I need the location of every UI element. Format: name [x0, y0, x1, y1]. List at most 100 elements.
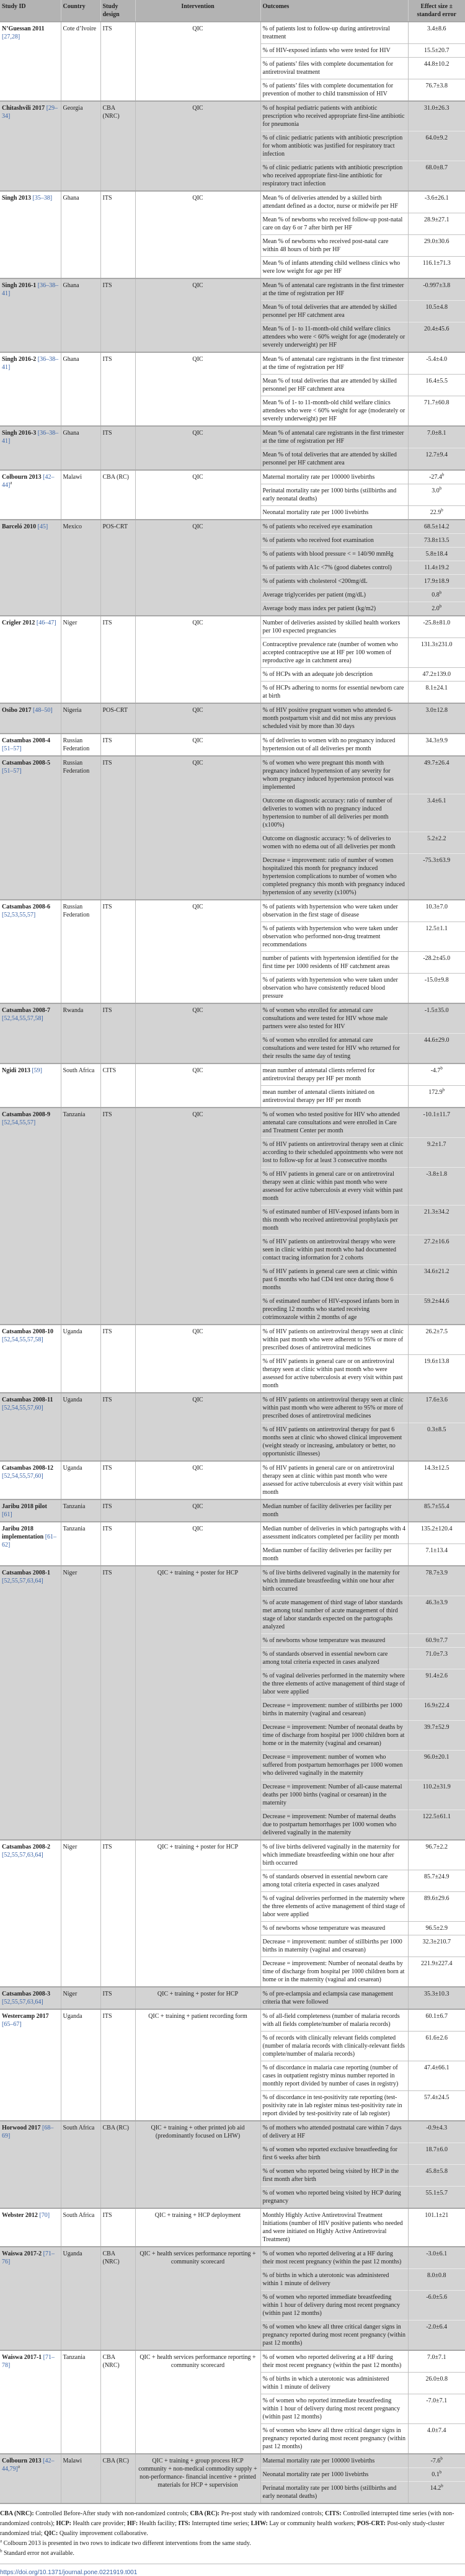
- abbreviation-term: CBA (RC):: [190, 2510, 220, 2517]
- reference-link[interactable]: [52,54,55,57,60]: [2, 1405, 43, 1411]
- reference-link[interactable]: [52,54,55,57,58]: [2, 1336, 43, 1343]
- country-cell: Tanzania: [61, 1107, 101, 1325]
- reference-link[interactable]: [36–38–41]: [2, 356, 59, 371]
- study-group: Crigler 2012 [46–47] Niger ITS QIC Number of…: [0, 615, 465, 703]
- effect-size-cell: 122.5±61.1: [408, 1810, 465, 1840]
- reference-link[interactable]: [42–44]: [2, 474, 55, 489]
- outcome-cell: Maternal mortality rate per 100000 liveb…: [260, 469, 409, 484]
- table-row: Mean % of infants attending child wellne…: [0, 256, 465, 278]
- effect-value: 71.0±7.3: [425, 1651, 448, 1658]
- reference-link[interactable]: [61–62]: [2, 1534, 57, 1548]
- intervention-cell: QIC: [135, 733, 261, 756]
- table-row: Singh 2016-2 [36–38–41] Ghana ITS QIC Mean %…: [0, 352, 465, 426]
- design-cell: ITS: [100, 1003, 136, 1064]
- table-row: Osibo 2017 [48–50] Nigeria POS-CRT QIC% of …: [0, 703, 465, 734]
- study-id-cell: Catsambas 2008-3 [52,55,57,63,64]: [0, 1986, 61, 2009]
- effect-size-cell: 85.7±55.4: [408, 1499, 465, 1522]
- reference-link[interactable]: [70]: [39, 2212, 50, 2219]
- reference-link[interactable]: [59]: [32, 1067, 43, 1074]
- design-cell: ITS: [100, 352, 136, 426]
- effect-value: -1.5±35.0: [424, 1007, 449, 1014]
- abbreviation-definition: Controlled Before-After study with non-r…: [33, 2510, 190, 2517]
- header-country: Country: [61, 0, 101, 22]
- outcome-cell: % of patients with hypertension who were…: [260, 973, 409, 1003]
- outcome-cell: % of vaginal deliveries performed in the…: [260, 1891, 409, 1922]
- reference-link[interactable]: [51–57]: [2, 745, 22, 752]
- table-header-row: Study ID Country Study design Interventi…: [0, 0, 465, 22]
- reference-link[interactable]: [45]: [37, 523, 48, 530]
- effect-value: 35.3±10.3: [424, 1991, 450, 1997]
- reference-link[interactable]: [46–47]: [36, 620, 56, 626]
- effect-value: 71.7±60.8: [424, 399, 450, 406]
- effect-size-cell: -15.0±9.8: [408, 973, 465, 1003]
- outcome-cell: % of deliveries to women with no pregnan…: [260, 733, 409, 756]
- outcome-cell: % of HIV patients on antiretroviral ther…: [260, 1137, 409, 1168]
- table-row: % of women who enrolled for antenatal ca…: [0, 1033, 465, 1064]
- reference-link[interactable]: [29–34]: [2, 105, 58, 120]
- outcome-cell: % of HIV patients on antiretroviral ther…: [260, 1392, 409, 1423]
- outcome-cell: % of all-field completeness (number of m…: [260, 2009, 409, 2032]
- reference-link[interactable]: [48–50]: [33, 707, 53, 714]
- table-row: % of discordance in malaria case reporti…: [0, 2061, 465, 2091]
- effect-value: 27.2±16.6: [424, 1238, 450, 1245]
- reference-link[interactable]: [52,55,57,63,64]: [2, 1999, 43, 2005]
- reference-link[interactable]: [52,54,55,57,60]: [2, 1473, 43, 1480]
- table-row: Decrease = improvement: number of stillb…: [0, 1935, 465, 1957]
- reference-link[interactable]: [71–78]: [2, 2354, 55, 2369]
- design-cell: ITS: [100, 1521, 136, 1566]
- reference-link[interactable]: [52,53,55,57]: [2, 912, 36, 918]
- reference-link[interactable]: [36–38–41]: [2, 282, 59, 297]
- intervention-cell: QIC: [135, 352, 261, 426]
- reference-link[interactable]: [71–76]: [2, 2250, 55, 2265]
- study-group: Waiswa 2017-1 [71–78] Tanzania CBA (NRC) QI…: [0, 2350, 465, 2454]
- table-row: Colbourn 2013 [42–44,79]a Malawi CBA (RC) Q…: [0, 2453, 465, 2503]
- reference-link[interactable]: [52,55,57,63,64]: [2, 1852, 43, 1859]
- outcome-cell: Outcome on diagnostic accuracy: % of del…: [260, 832, 409, 854]
- reference-link[interactable]: [68–69]: [2, 2125, 54, 2139]
- study-group: Colbourn 2013 [42–44]a Malawi CBA (RC) QIC M…: [0, 469, 465, 520]
- effect-value: -7.0±7.1: [426, 2397, 448, 2404]
- effect-size-cell: 61.6±2.6: [408, 2031, 465, 2061]
- effect-size-cell: 45.8±5.8: [408, 2164, 465, 2187]
- effect-size-cell: -28.2±45.0: [408, 951, 465, 974]
- effect-size-cell: 55.1±5.7: [408, 2186, 465, 2208]
- effect-size-cell: 116.1±71.3: [408, 256, 465, 278]
- study-id-cell: Colbourn 2013 [42–44]a: [0, 469, 61, 520]
- effect-value: 78.7±3.9: [425, 1570, 448, 1576]
- effect-value: -6.0±5.6: [426, 2294, 448, 2301]
- effect-size-cell: 68.0±8.7: [408, 161, 465, 191]
- outcome-cell: % of women who tested positive for HIV w…: [260, 1107, 409, 1138]
- outcome-cell: Mean % of total deliveries that are atte…: [260, 374, 409, 396]
- outcome-cell: % of HIV patients on antiretroviral ther…: [260, 1423, 409, 1461]
- reference-link[interactable]: [65–67]: [2, 2021, 22, 2028]
- reference-link[interactable]: [52,54,55,57]: [2, 1119, 36, 1126]
- study-name: Ngidi 2013: [2, 1067, 30, 1074]
- reference-link[interactable]: [52,55,57,63,64]: [2, 1578, 43, 1584]
- study-id-cell: Jaribu 2018 pilot [61]: [0, 1499, 61, 1522]
- doi-link[interactable]: https://doi.org/10.1371/journal.pone.022…: [0, 2569, 138, 2576]
- study-group: Singh 2016-2 [36–38–41] Ghana ITS QIC Mean %…: [0, 352, 465, 426]
- outcome-cell: % of women who reported being visited by…: [260, 2186, 409, 2208]
- study-name: Singh 2013: [2, 195, 31, 202]
- table-row: Jaribu 2018 implementation [61–62] Tanzan…: [0, 1521, 465, 1566]
- outcome-cell: % of patients with hypertension who were…: [260, 922, 409, 952]
- effect-size-cell: -25.8±81.0: [408, 615, 465, 638]
- reference-link[interactable]: [51–57]: [2, 768, 22, 775]
- intervention-cell: QIC: [135, 425, 261, 470]
- effect-size-cell: 135.2±120.4: [408, 1521, 465, 1544]
- effect-size-cell: 0.3±8.5: [408, 1423, 465, 1461]
- study-group: Catsambas 2008-12 [52,54,55,57,60] Uganda…: [0, 1460, 465, 1499]
- reference-link[interactable]: [61]: [2, 1511, 12, 1518]
- effect-size-cell: 73.8±13.5: [408, 533, 465, 548]
- reference-link[interactable]: [52,54,55,57,58]: [2, 1015, 43, 1022]
- intervention-cell: QIC: [135, 1499, 261, 1522]
- reference-link[interactable]: [35–38]: [32, 195, 53, 202]
- design-cell: ITS: [100, 733, 136, 756]
- outcome-cell: mean number of antenatal clients referre…: [260, 1063, 409, 1086]
- effect-value: 12.7±9.4: [425, 451, 448, 458]
- effect-value: 122.5±61.1: [422, 1813, 451, 1820]
- reference-link[interactable]: [36–38–41]: [2, 430, 59, 445]
- effect-size-cell: 34.3±9.9: [408, 733, 465, 756]
- reference-link[interactable]: [27,28]: [2, 33, 20, 40]
- country-cell: Ghana: [61, 425, 101, 470]
